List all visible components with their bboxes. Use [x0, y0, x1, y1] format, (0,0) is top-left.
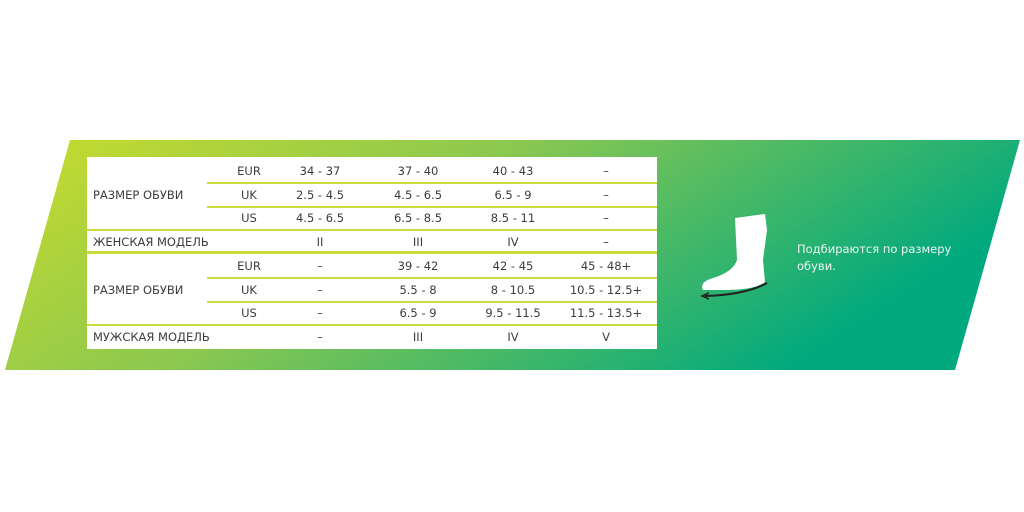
- model-cell: III: [412, 234, 424, 249]
- size-cell: –: [603, 211, 609, 225]
- model-label: ЖЕНСКАЯ МОДЕЛЬ: [93, 234, 209, 249]
- model-cell: IV: [507, 234, 519, 249]
- size-label: РАЗМЕР ОБУВИ: [93, 188, 184, 202]
- size-cell: 45 - 48+: [580, 259, 632, 273]
- size-cell: 2.5 - 4.5: [295, 187, 345, 202]
- model-cell: III: [412, 329, 424, 344]
- row-separator: [87, 324, 657, 326]
- row-separator: [87, 251, 657, 254]
- size-cell: 39 - 42: [397, 259, 439, 273]
- size-cell: 40 - 43: [492, 164, 534, 178]
- size-table: РАЗМЕР ОБУВИ EUR 34 - 37 37 - 40 40 - 43 – UK 2…: [87, 157, 657, 349]
- unit-label: EUR: [237, 259, 261, 273]
- size-cell: 5.5 - 8: [399, 282, 437, 297]
- size-cell: 42 - 45: [492, 259, 534, 273]
- unit-label: UK: [241, 187, 257, 202]
- size-cell: 8 - 10.5: [490, 282, 536, 297]
- size-cell: 4.5 - 6.5: [295, 211, 345, 225]
- row-separator: [207, 277, 657, 279]
- size-cell: –: [603, 164, 609, 178]
- unit-label: UK: [241, 282, 257, 297]
- size-cell: 6.5 - 8.5: [393, 211, 443, 225]
- unit-label: EUR: [237, 164, 261, 178]
- unit-label: US: [241, 306, 257, 320]
- size-cell: –: [317, 259, 323, 273]
- size-cell: 34 - 37: [299, 164, 341, 178]
- row-separator: [207, 206, 657, 208]
- model-cell: V: [602, 329, 610, 344]
- size-cell: 37 - 40: [397, 164, 439, 178]
- size-label: РАЗМЕР ОБУВИ: [93, 283, 184, 297]
- size-cell: 4.5 - 6.5: [393, 187, 443, 202]
- model-cell: –: [603, 234, 609, 249]
- size-cell: –: [317, 282, 323, 297]
- row-separator: [207, 182, 657, 184]
- row-separator: [87, 229, 657, 231]
- size-cell: –: [317, 306, 323, 320]
- size-cell: 10.5 - 12.5+: [569, 282, 643, 297]
- size-cell: 6.5 - 9: [399, 306, 437, 320]
- size-cell: 9.5 - 11.5: [485, 306, 541, 320]
- fit-note: Подбираются по размеру обуви.: [797, 242, 952, 273]
- size-cell: 6.5 - 9: [494, 187, 532, 202]
- unit-label: US: [241, 211, 257, 225]
- size-cell: 11.5 - 13.5+: [569, 306, 643, 320]
- foot-length-icon: [700, 214, 768, 300]
- row-separator: [207, 301, 657, 303]
- model-label: МУЖСКАЯ МОДЕЛЬ: [93, 329, 210, 344]
- size-cell: –: [603, 187, 609, 202]
- model-cell: II: [316, 234, 324, 249]
- model-cell: –: [317, 329, 323, 344]
- model-cell: IV: [507, 329, 519, 344]
- size-cell: 8.5 - 11: [490, 211, 536, 225]
